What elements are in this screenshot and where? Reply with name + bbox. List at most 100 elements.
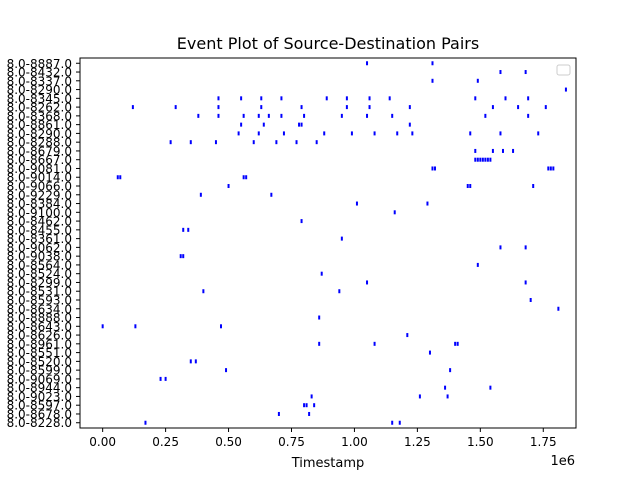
event-mark (174, 105, 177, 110)
event-mark (295, 140, 298, 145)
y-tick-label: 8.0-8667.0 (7, 153, 72, 167)
event-mark (549, 166, 552, 171)
event-mark (325, 96, 328, 101)
x-tick-label: 0.25 (152, 435, 179, 449)
y-tick-label: 8.0-9069.0 (7, 372, 72, 386)
x-tick-label: 1.75 (530, 435, 557, 449)
event-mark (197, 113, 200, 118)
x-axis-ticks: 0.00 0.25 0.50 0.75 1.00 1.25 1.50 1.75 (89, 428, 557, 449)
event-mark (313, 403, 316, 408)
event-mark (426, 201, 429, 206)
event-mark (252, 140, 255, 145)
event-mark (219, 324, 222, 329)
event-mark (431, 78, 434, 83)
event-mark (350, 131, 353, 136)
event-mark (474, 96, 477, 101)
event-mark (240, 122, 243, 127)
event-mark (262, 122, 265, 127)
event-mark (338, 289, 341, 294)
event-mark (345, 105, 348, 110)
event-mark (298, 122, 301, 127)
event-mark (512, 148, 515, 153)
event-mark (476, 78, 479, 83)
y-tick-label: 8.0-8944.0 (7, 381, 72, 395)
event-mark (373, 131, 376, 136)
event-mark (242, 175, 245, 180)
y-tick-label: 8.0-8368.0 (7, 109, 72, 123)
x-axis-label: Timestamp (291, 456, 365, 471)
y-tick-label: 8.0-8299.0 (7, 276, 72, 290)
y-tick-label: 8.0-8228.0 (7, 416, 72, 430)
event-mark (245, 175, 248, 180)
event-mark (144, 420, 147, 425)
event-mark (449, 368, 452, 373)
event-mark (217, 113, 220, 118)
y-tick-label: 8.0-9062.0 (7, 241, 72, 255)
event-mark (431, 166, 434, 171)
y-tick-label: 8.0-8597.0 (7, 399, 72, 413)
event-mark (411, 131, 414, 136)
event-mark (484, 157, 487, 162)
y-tick-label: 8.0-8887.0 (7, 57, 72, 71)
event-mark (499, 245, 502, 250)
event-mark (270, 192, 273, 197)
event-mark (527, 96, 530, 101)
y-tick-label: 8.0-8288.0 (7, 136, 72, 150)
event-mark (532, 184, 535, 189)
event-mark (368, 96, 371, 101)
event-mark (300, 122, 303, 127)
y-tick-label: 8.0-8634.0 (7, 302, 72, 316)
event-mark (476, 262, 479, 267)
event-mark (366, 113, 369, 118)
event-mark (323, 131, 326, 136)
y-tick-label: 8.0-8551.0 (7, 346, 72, 360)
event-mark (202, 289, 205, 294)
y-tick-label: 8.0-9100.0 (7, 206, 72, 220)
y-tick-label: 8.0-9014.0 (7, 171, 72, 185)
event-mark (368, 105, 371, 110)
event-mark (469, 131, 472, 136)
event-mark (282, 131, 285, 136)
event-mark (237, 131, 240, 136)
event-mark (116, 175, 119, 180)
event-mark (179, 254, 182, 259)
y-tick-label: 8.0-9081.0 (7, 162, 72, 176)
event-mark (469, 184, 472, 189)
x-tick-label: 0.00 (89, 435, 116, 449)
y-tick-label: 8.0-8345.0 (7, 92, 72, 106)
event-mark (187, 227, 190, 232)
event-mark (318, 341, 321, 346)
y-tick-label: 8.0-8678.0 (7, 407, 72, 421)
event-mark (484, 113, 487, 118)
event-mark (474, 148, 477, 153)
y-tick-label: 8.0-8679.0 (7, 144, 72, 158)
event-mark (454, 341, 457, 346)
event-mark (101, 324, 104, 329)
event-mark (491, 148, 494, 153)
event-mark (169, 140, 172, 145)
y-tick-label: 8.0-8643.0 (7, 320, 72, 334)
event-mark (388, 96, 391, 101)
event-mark (524, 280, 527, 285)
event-mark (164, 376, 167, 381)
y-tick-label: 8.0-8520.0 (7, 355, 72, 369)
y-tick-label: 8.0-8462.0 (7, 215, 72, 229)
event-mark (300, 105, 303, 110)
event-mark (466, 184, 469, 189)
event-mark (504, 96, 507, 101)
event-mark (393, 210, 396, 215)
event-mark (552, 166, 555, 171)
event-mark (434, 166, 437, 171)
event-mark (303, 403, 306, 408)
event-mark (499, 131, 502, 136)
x-tick-label: 1.00 (341, 435, 368, 449)
event-mark (479, 157, 482, 162)
y-tick-label: 8.0-8384.0 (7, 197, 72, 211)
event-mark (537, 131, 540, 136)
event-mark (391, 113, 394, 118)
event-mark (267, 113, 270, 118)
event-mark (544, 105, 547, 110)
y-tick-label: 8.0-8861.0 (7, 118, 72, 132)
event-mark (214, 140, 217, 145)
